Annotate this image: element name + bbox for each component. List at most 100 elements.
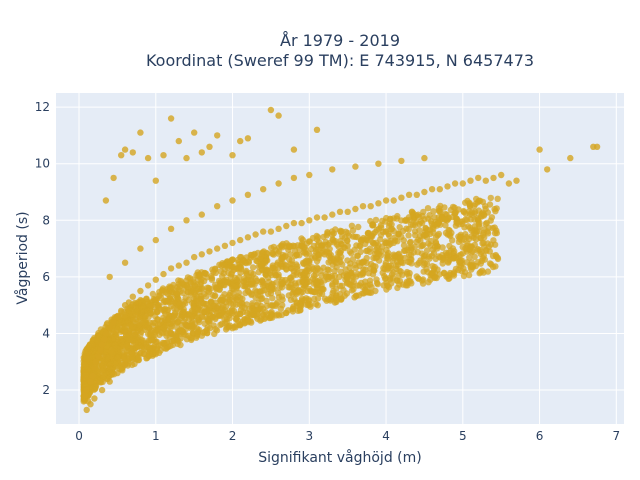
data-point (87, 401, 94, 408)
data-point (290, 219, 298, 227)
data-point (338, 295, 345, 302)
data-point (354, 252, 361, 260)
data-point (214, 132, 221, 139)
x-tick-label: 0 (75, 429, 83, 443)
data-point (453, 218, 460, 225)
data-point (160, 314, 167, 322)
data-point (183, 154, 190, 162)
y-tick-label: 8 (42, 213, 50, 227)
data-point (333, 298, 340, 306)
data-point (283, 222, 290, 230)
data-point (393, 262, 400, 270)
data-point (288, 257, 296, 264)
data-point (100, 365, 107, 373)
data-point (191, 253, 198, 261)
data-point (151, 331, 159, 339)
data-point (82, 372, 89, 379)
data-point (481, 234, 488, 241)
data-point (248, 273, 255, 280)
data-point (154, 303, 161, 310)
data-point (427, 242, 434, 249)
data-point (244, 287, 252, 295)
data-point (383, 251, 391, 259)
data-point (447, 232, 454, 240)
data-point (118, 152, 125, 159)
data-point (269, 295, 276, 302)
data-point (129, 350, 136, 357)
data-point (430, 225, 437, 232)
data-point (264, 250, 271, 257)
data-point (81, 381, 88, 388)
data-point (196, 289, 203, 296)
data-point (407, 238, 414, 246)
data-point (273, 261, 281, 268)
data-point (114, 326, 121, 334)
data-point (295, 287, 303, 295)
data-point (233, 315, 240, 322)
data-point (419, 242, 426, 249)
data-point (392, 237, 399, 244)
data-point (249, 279, 257, 286)
data-point (235, 259, 242, 266)
data-point (471, 208, 479, 215)
data-point (184, 274, 192, 281)
data-point (242, 269, 250, 276)
data-point (287, 296, 295, 303)
data-point (204, 284, 211, 291)
data-point (329, 211, 336, 218)
data-point (364, 247, 371, 254)
data-point (137, 331, 144, 338)
data-point (149, 350, 156, 357)
data-point (258, 302, 265, 310)
data-point (164, 306, 171, 314)
data-point (144, 154, 152, 162)
data-point (287, 274, 295, 281)
chart-title-line-1: År 1979 - 2019 (280, 31, 400, 50)
data-point (145, 313, 153, 320)
data-point (121, 328, 128, 335)
data-point (493, 229, 500, 237)
data-point (490, 174, 497, 182)
data-point (82, 392, 89, 399)
data-point (136, 321, 143, 329)
data-point (198, 251, 205, 258)
data-point (415, 275, 422, 282)
data-point (323, 273, 330, 280)
data-point (110, 174, 117, 182)
data-point (315, 239, 323, 246)
data-point (206, 143, 213, 150)
data-point (183, 283, 191, 290)
data-point (354, 270, 361, 277)
data-point (121, 361, 129, 368)
data-point (118, 318, 126, 325)
data-point (336, 208, 344, 215)
data-point (375, 200, 382, 207)
data-point (489, 252, 497, 260)
data-point (294, 263, 301, 270)
data-point (333, 292, 340, 299)
data-point (405, 232, 412, 239)
data-point (442, 222, 449, 229)
data-point (189, 276, 196, 283)
data-point (406, 216, 414, 223)
data-point (343, 272, 351, 280)
data-point (468, 249, 475, 256)
data-point (177, 306, 184, 313)
data-point (476, 197, 484, 204)
data-point (244, 316, 251, 323)
data-point (536, 146, 543, 153)
data-point (467, 177, 474, 184)
data-point (102, 330, 110, 337)
data-point (329, 280, 336, 288)
data-point (319, 285, 326, 293)
data-point (111, 341, 119, 349)
data-point (333, 285, 340, 292)
data-point (292, 282, 299, 289)
data-point (198, 149, 205, 156)
data-point (481, 226, 488, 233)
data-point (348, 222, 356, 229)
data-point (298, 242, 305, 249)
data-point (417, 218, 425, 225)
data-point (470, 202, 478, 210)
